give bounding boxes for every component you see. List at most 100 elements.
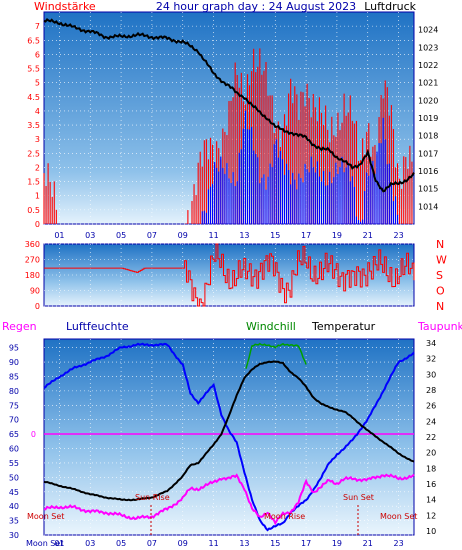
time-x-tick-label: 07 bbox=[147, 539, 157, 548]
sun-set-label: Sun Set bbox=[343, 493, 374, 502]
temperature-tick-label: 14 bbox=[426, 496, 436, 505]
wind-ticks: 0 0.5 1 1.5 2 2.5 3 3.5 4 4.5 5 5.5 6 6.5 7 bbox=[27, 22, 40, 229]
wind-x-tick-label: 19 bbox=[332, 231, 342, 240]
wind-tick-label: 0.5 bbox=[27, 206, 40, 215]
pressure-tick-label: 1024 bbox=[418, 26, 438, 35]
sun-rise-label: Sun Rise bbox=[135, 493, 170, 502]
humidity-tick-label: 90 bbox=[9, 358, 19, 367]
pressure-tick-label: 1015 bbox=[418, 185, 438, 194]
temperature-tick-label: 22 bbox=[426, 433, 436, 442]
pressure-tick-label: 1014 bbox=[418, 202, 438, 211]
time-x-tick-label: 21 bbox=[363, 539, 373, 548]
wind-x-tick-label: 03 bbox=[85, 231, 95, 240]
wind-x-tick-label: 17 bbox=[301, 231, 311, 240]
wind-pressure-panel: 00.511.522.533.544.555.566.57 1014101510… bbox=[27, 11, 438, 240]
moon-set-label-right: Moon Set bbox=[380, 512, 417, 521]
rain-axis-title: Regen bbox=[2, 320, 37, 333]
wind-tick-label: 2.5 bbox=[27, 149, 40, 158]
temperature-legend: Temperatur bbox=[311, 320, 376, 333]
pressure-tick-label: 1023 bbox=[418, 43, 438, 52]
humidity-tick-label: 80 bbox=[9, 387, 19, 396]
wind-tick-label: 6 bbox=[35, 50, 40, 59]
dewpoint-legend: Taupunkt bbox=[417, 320, 462, 333]
temperature-line bbox=[43, 360, 415, 502]
wind-x-tick-label: 15 bbox=[270, 231, 280, 240]
gust-bars bbox=[201, 110, 399, 224]
time-x-tick-label: 19 bbox=[332, 539, 342, 548]
windchill-legend: Windchill bbox=[246, 320, 296, 333]
compass-label: O bbox=[436, 285, 445, 298]
pressure-axis-title: Luftdruck bbox=[364, 0, 416, 13]
time-x-tick-label: 11 bbox=[208, 539, 218, 548]
pressure-line bbox=[43, 18, 415, 193]
wind-tick-label: 5 bbox=[35, 79, 40, 88]
temperature-tick-label: 28 bbox=[426, 386, 436, 395]
time-x-tick-label: 17 bbox=[301, 539, 311, 548]
compass-label: W bbox=[436, 254, 447, 267]
temperature-tick-label: 24 bbox=[426, 417, 436, 426]
humidity-ticks: 30 35 40 45 50 55 60 65 70 75 80 85 90 95 bbox=[9, 344, 19, 540]
humidity-tick-label: 40 bbox=[9, 502, 19, 511]
pressure-tick-label: 1017 bbox=[418, 149, 438, 158]
temperature-tick-label: 20 bbox=[426, 449, 436, 458]
humidity-tick-label: 95 bbox=[9, 344, 19, 353]
humidity-tick-label: 55 bbox=[9, 459, 19, 468]
humidity-tick-label: 50 bbox=[9, 473, 19, 482]
temperature-tick-label: 16 bbox=[426, 480, 436, 489]
temperature-humidity-grid bbox=[44, 339, 414, 536]
windchill-series bbox=[245, 342, 307, 369]
wind-tick-label: 3.5 bbox=[27, 121, 40, 130]
humidity-tick-label: 85 bbox=[9, 372, 19, 381]
temperature-tick-label: 30 bbox=[426, 370, 436, 379]
humidity-tick-label: 35 bbox=[9, 517, 19, 526]
direction-tick-label: 180 bbox=[25, 271, 40, 280]
pressure-tick-label: 1018 bbox=[418, 132, 438, 141]
temperature-tick-label: 26 bbox=[426, 402, 436, 411]
time-x-tick-label: 01 bbox=[54, 539, 64, 548]
compass-label: S bbox=[436, 269, 443, 282]
humidity-tick-label: 45 bbox=[9, 488, 19, 497]
wind-direction-ticks: 0 90 180 270 360 bbox=[25, 240, 40, 311]
wind-tick-label: 5.5 bbox=[27, 65, 40, 74]
pressure-ticks: 1014 1015 1016 1017 1018 1019 1020 1021 1022 1023… bbox=[418, 26, 438, 212]
moon-set-label-left: Moon Set bbox=[27, 512, 64, 521]
wind-x-tick-label: 11 bbox=[208, 231, 218, 240]
time-x-tick-label: 05 bbox=[116, 539, 126, 548]
wind-x-tick-label: 13 bbox=[239, 231, 249, 240]
time-x-tick-label: 23 bbox=[393, 539, 403, 548]
temperature-humidity-plot-area bbox=[43, 338, 415, 536]
pressure-tick-label: 1020 bbox=[418, 96, 438, 105]
direction-tick-label: 360 bbox=[25, 240, 40, 249]
humidity-tick-label: 75 bbox=[9, 401, 19, 410]
wind-tick-label: 1.5 bbox=[27, 178, 40, 187]
temperature-tick-label: 12 bbox=[426, 511, 436, 520]
wind-tick-label: 4.5 bbox=[27, 93, 40, 102]
wind-tick-label: 7 bbox=[35, 22, 40, 31]
humidity-tick-label: 70 bbox=[9, 416, 19, 425]
wind-tick-label: 4 bbox=[35, 107, 40, 116]
temperature-tick-label: 10 bbox=[426, 527, 436, 536]
moon-rise-label: Moon Rise bbox=[264, 512, 305, 521]
direction-tick-label: 90 bbox=[30, 287, 40, 296]
temperature-tick-label: 34 bbox=[426, 339, 436, 348]
pressure-tick-label: 1019 bbox=[418, 114, 438, 123]
wind-tick-label: 3 bbox=[35, 135, 40, 144]
wind-x-tick-label: 09 bbox=[178, 231, 188, 240]
direction-tick-label: 270 bbox=[25, 256, 40, 265]
time-x-tick-label: 09 bbox=[178, 539, 188, 548]
wind-tick-label: 2 bbox=[35, 163, 40, 172]
humidity-line bbox=[43, 342, 415, 532]
direction-series bbox=[44, 243, 415, 307]
wind-tick-label: 6.5 bbox=[27, 36, 40, 45]
wind-x-tick-label: 01 bbox=[54, 231, 64, 240]
dewpoint-series bbox=[43, 473, 415, 526]
wind-tick-label: 0 bbox=[35, 220, 40, 229]
pressure-tick-label: 1021 bbox=[418, 79, 438, 88]
compass-label: N bbox=[436, 238, 444, 251]
time-x-tick-label: 03 bbox=[85, 539, 95, 548]
humidity-tick-label: 60 bbox=[9, 445, 19, 454]
temperature-tick-label: 32 bbox=[426, 355, 436, 364]
